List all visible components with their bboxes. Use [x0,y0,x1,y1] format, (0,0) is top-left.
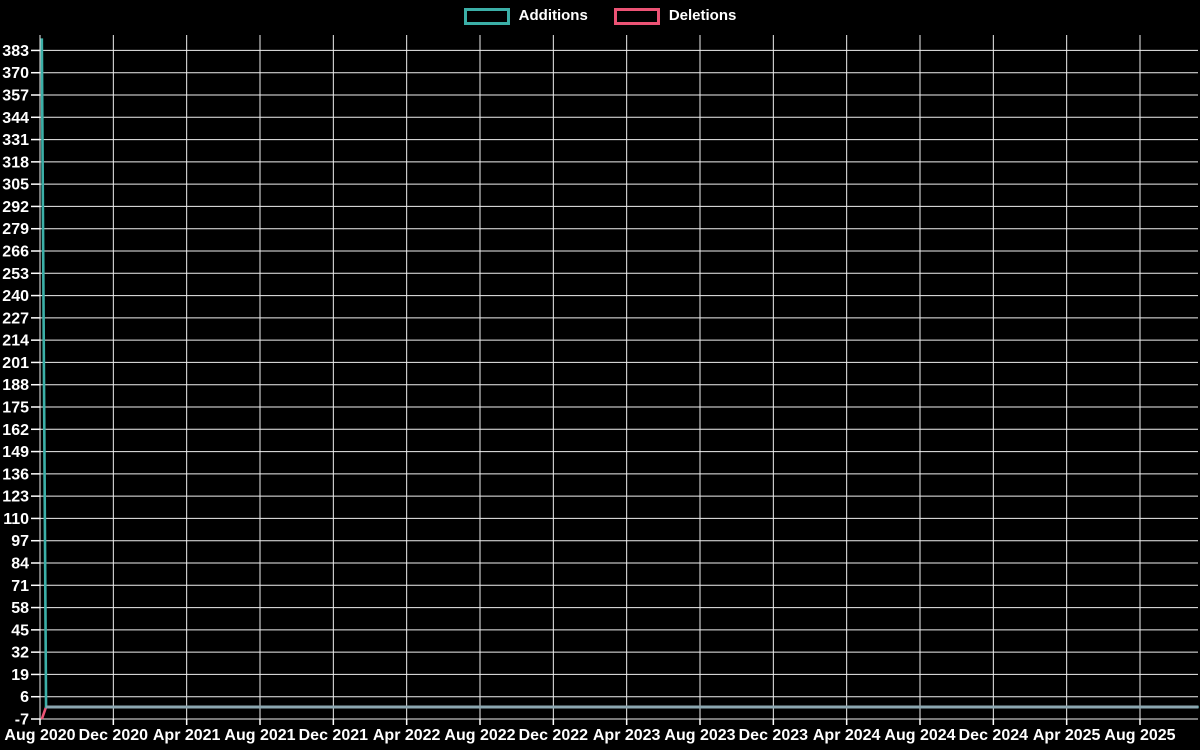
deletions-line [40,705,1199,720]
y-tick-label: 123 [2,489,29,506]
y-tick-label: 84 [11,556,29,573]
x-tick-label: Aug 2023 [664,727,735,744]
y-tick-label: 357 [2,88,29,105]
y-tick-label: -7 [15,712,29,729]
y-tick-label: 253 [2,266,29,283]
y-tick-label: 292 [2,199,29,216]
x-tick-label: Aug 2020 [4,727,75,744]
y-tick-label: 162 [2,422,29,439]
y-tick-label: 110 [3,511,29,528]
additions-line [40,38,1199,709]
x-tick-label: Dec 2022 [519,727,588,744]
y-tick-label: 227 [2,310,29,327]
additions-legend-label: Additions [518,7,588,24]
deletions-swatch [613,7,660,25]
y-tick-label: 58 [11,600,29,617]
y-tick-label: 45 [11,622,29,639]
x-tick-label: Apr 2023 [593,727,661,744]
legend-item-additions: Additions [463,7,588,25]
y-tick-label: 305 [2,177,29,194]
x-tick-label: Dec 2021 [299,727,368,744]
x-tick-label: Dec 2024 [959,727,1028,744]
x-tick-label: Aug 2025 [1104,727,1175,744]
y-tick-label: 149 [2,444,29,461]
y-tick-label: 318 [2,154,29,171]
x-tick-label: Apr 2021 [153,727,221,744]
y-tick-label: 240 [2,288,29,305]
y-tick-label: 279 [2,221,29,238]
chart-legend: Additions Deletions [0,7,1200,25]
y-tick-label: 201 [2,355,29,372]
x-tick-label: Apr 2024 [813,727,881,744]
x-tick-label: Apr 2025 [1033,727,1101,744]
x-tick-label: Apr 2022 [373,727,441,744]
additions-swatch [463,7,510,25]
x-tick-label: Aug 2024 [884,727,955,744]
x-tick-label: Aug 2021 [224,727,295,744]
y-tick-label: 136 [2,466,29,483]
x-tick-label: Dec 2020 [79,727,148,744]
y-tick-label: 344 [2,110,29,127]
y-tick-label: 6 [20,689,29,706]
deletions-legend-label: Deletions [668,7,737,24]
legend-item-deletions: Deletions [613,7,737,25]
y-tick-label: 32 [11,645,29,662]
x-tick-label: Dec 2023 [739,727,808,744]
y-tick-label: 175 [2,400,29,417]
y-tick-label: 214 [2,333,29,350]
y-tick-label: 331 [2,132,29,149]
y-tick-label: 71 [11,578,29,595]
y-tick-label: 266 [2,244,29,261]
y-tick-label: 370 [2,65,29,82]
y-tick-label: 97 [11,533,29,550]
y-tick-label: 188 [2,377,29,394]
y-tick-label: 383 [2,43,29,60]
y-tick-label: 19 [11,667,29,684]
x-tick-label: Aug 2022 [444,727,515,744]
